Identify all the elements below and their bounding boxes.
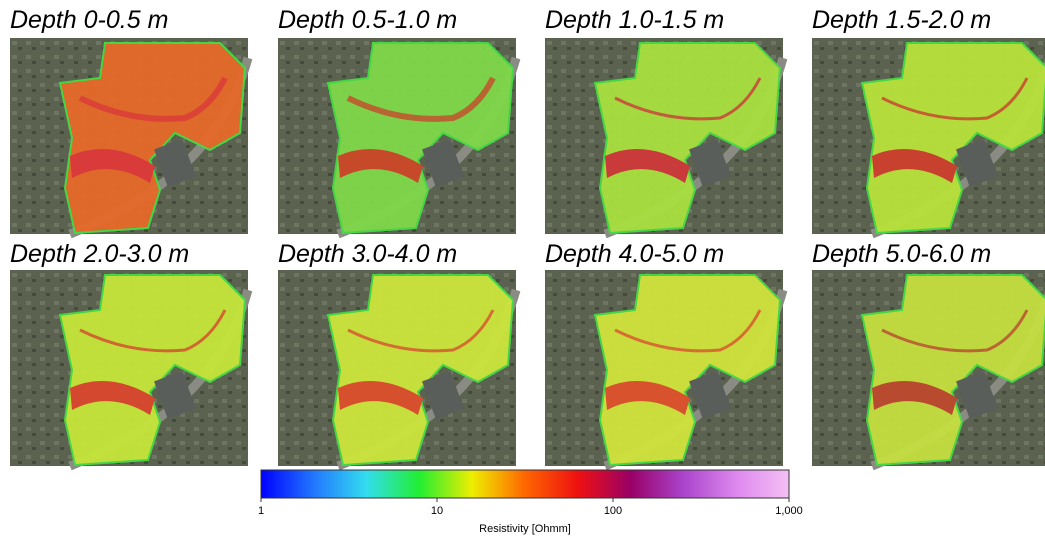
map-panel [545,270,783,466]
panel-title: Depth 1.5-2.0 m [812,6,991,34]
map-panel [10,38,248,234]
panel-title: Depth 4.0-5.0 m [545,240,724,268]
tick-label: 100 [604,505,622,517]
panel-title: Depth 1.0-1.5 m [545,6,724,34]
panel-title: Depth 0-0.5 m [10,6,168,34]
panel-title: Depth 2.0-3.0 m [10,240,189,268]
map-panel [278,270,516,466]
panel-title: Depth 0.5-1.0 m [278,6,457,34]
colorbar [261,470,789,498]
panel-title: Depth 3.0-4.0 m [278,240,457,268]
tick-label: 1 [258,505,264,517]
map-panel [812,270,1045,466]
map-panel [545,38,783,234]
map-panel [10,270,248,466]
panel-title: Depth 5.0-6.0 m [812,240,991,268]
tick-label: 1,000 [775,505,803,517]
map-panel [812,38,1045,234]
tick-label: 10 [431,505,443,517]
figure: Depth 0-0.5 m Depth 0.5-1.0 m Depth 1.0-1.… [0,0,1045,537]
colorbar-label: Resistivity [Ohmm] [479,523,571,535]
map-panel [278,38,516,234]
